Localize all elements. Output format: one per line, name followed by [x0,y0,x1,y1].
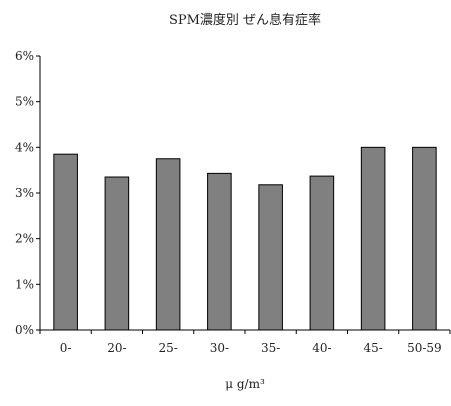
bars [53,146,437,331]
y-tick-label: 2% [15,232,34,246]
bar-8 [412,146,437,331]
bar-3 [155,158,181,331]
bar-1 [53,153,78,331]
y-tick-label: 0% [15,323,34,337]
y-axis-ticks: 0% 1% 2% 3% 4% 5% 6% [15,49,40,337]
x-tick-label: 0- [60,341,72,355]
x-tick-label: 35- [261,341,280,355]
y-tick-label: 6% [15,49,34,63]
bar-7 [360,146,386,331]
y-tick-label: 5% [15,95,34,109]
x-axis-tick-labels: 0- 20- 25- 30- 35- 40- 45- 50-59 [60,341,442,355]
bar-2 [104,176,130,331]
y-tick-label: 4% [15,140,34,154]
x-tick-label: 25- [158,341,177,355]
x-axis-label: μ g/m³ [225,377,265,391]
bar-4 [207,172,232,331]
x-tick-label: 50-59 [407,341,442,355]
bar-5 [258,184,283,331]
y-tick-label: 1% [15,277,34,291]
x-tick-label: 20- [107,341,126,355]
x-tick-label: 30- [210,341,229,355]
x-tick-label: 40- [312,341,331,355]
chart-title: SPM濃度別 ぜん息有症率 [169,12,321,28]
axes [39,56,451,334]
bar-6 [309,175,335,331]
y-tick-label: 3% [15,186,34,200]
x-tick-label: 45- [363,341,382,355]
